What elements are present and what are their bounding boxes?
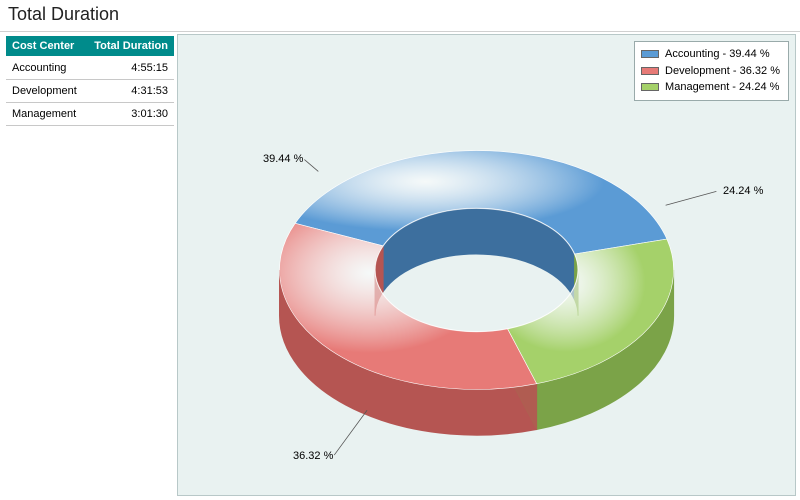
col-header-total-duration: Total Duration — [85, 36, 174, 57]
chart-area: Accounting - 39.44 %Development - 36.32 … — [177, 34, 796, 496]
slice-label: 39.44 % — [263, 153, 303, 165]
table-row: Accounting4:55:15 — [6, 57, 174, 80]
legend-item: Management - 24.24 % — [641, 79, 780, 96]
donut-chart — [178, 35, 795, 495]
legend-item: Accounting - 39.44 % — [641, 46, 780, 63]
slice-label: 36.32 % — [293, 450, 333, 462]
legend-item: Development - 36.32 % — [641, 63, 780, 80]
table-row: Development4:31:53 — [6, 80, 174, 103]
cell-duration: 4:55:15 — [85, 57, 174, 80]
sidebar: Cost Center Total Duration Accounting4:5… — [0, 32, 175, 500]
col-header-cost-center: Cost Center — [6, 36, 85, 57]
cost-center-table: Cost Center Total Duration Accounting4:5… — [6, 36, 174, 126]
legend: Accounting - 39.44 %Development - 36.32 … — [634, 41, 789, 101]
page-title: Total Duration — [0, 0, 800, 32]
legend-text: Accounting - 39.44 % — [665, 46, 770, 63]
table-row: Management3:01:30 — [6, 103, 174, 126]
cell-cost-center: Accounting — [6, 57, 85, 80]
cell-cost-center: Development — [6, 80, 85, 103]
legend-text: Development - 36.32 % — [665, 63, 780, 80]
slice-label: 24.24 % — [723, 185, 763, 197]
legend-swatch — [641, 83, 659, 91]
legend-text: Management - 24.24 % — [665, 79, 779, 96]
cell-cost-center: Management — [6, 103, 85, 126]
cell-duration: 3:01:30 — [85, 103, 174, 126]
content: Cost Center Total Duration Accounting4:5… — [0, 32, 800, 500]
cell-duration: 4:31:53 — [85, 80, 174, 103]
legend-swatch — [641, 50, 659, 58]
legend-swatch — [641, 67, 659, 75]
